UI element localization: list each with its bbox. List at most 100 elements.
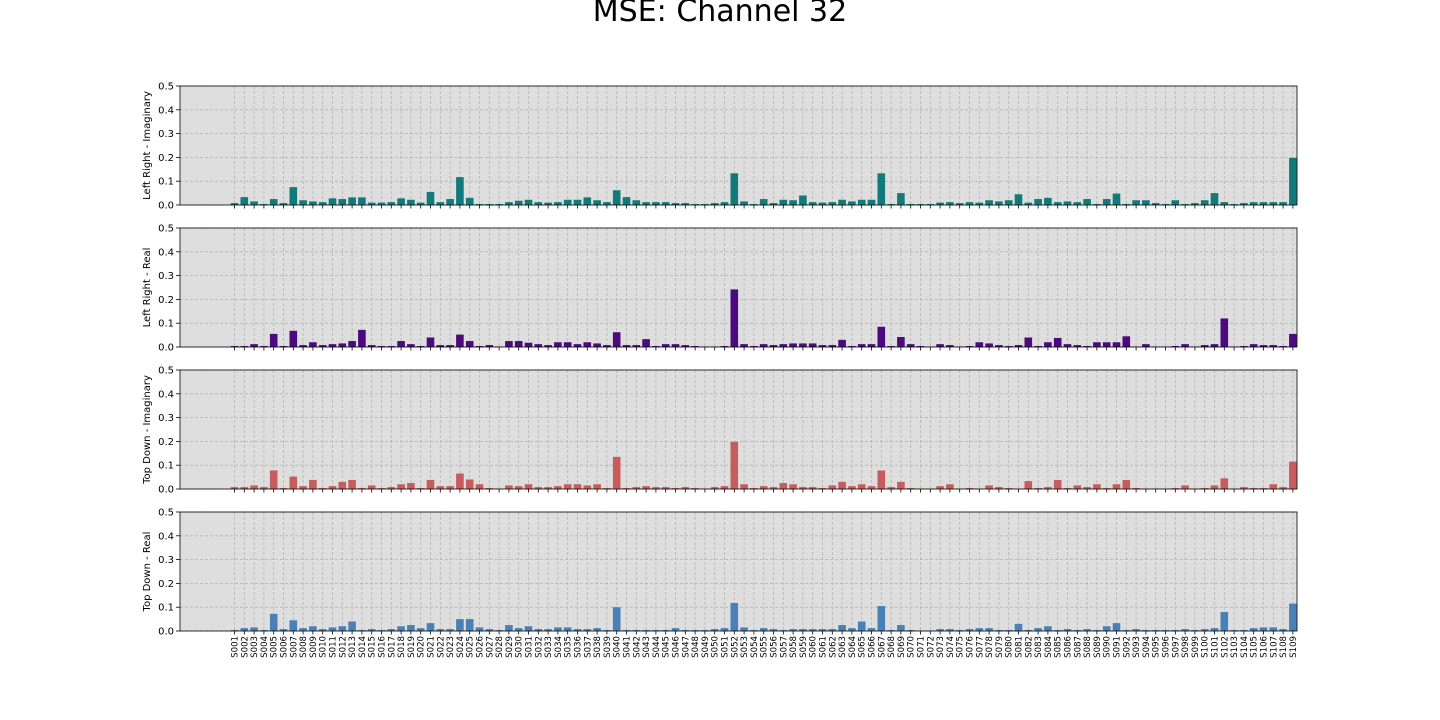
x-tick-label: S057 bbox=[779, 636, 789, 658]
bar bbox=[848, 486, 856, 489]
y-tick-label: 0.2 bbox=[158, 437, 174, 448]
bar bbox=[299, 486, 307, 489]
chart-title: MSE: Channel 32 bbox=[592, 0, 848, 29]
bar bbox=[593, 628, 601, 631]
bar bbox=[367, 485, 376, 489]
bar bbox=[240, 628, 249, 631]
x-tick-label: S104 bbox=[1240, 636, 1250, 658]
bar bbox=[1004, 488, 1013, 489]
bar bbox=[867, 199, 876, 205]
x-tick-label: S002 bbox=[240, 636, 250, 658]
x-tick-label: S055 bbox=[760, 636, 770, 658]
bar bbox=[1230, 204, 1238, 205]
bar bbox=[612, 607, 621, 631]
bar bbox=[1093, 484, 1101, 489]
bar bbox=[377, 202, 386, 205]
bar bbox=[289, 187, 298, 205]
bar bbox=[1014, 194, 1023, 205]
bar bbox=[514, 486, 523, 489]
bar bbox=[936, 629, 944, 631]
bar bbox=[397, 341, 405, 347]
bar bbox=[906, 344, 915, 347]
bar bbox=[1269, 202, 1278, 205]
x-tick-label: S092 bbox=[1122, 636, 1132, 658]
bar bbox=[965, 346, 974, 347]
bar bbox=[642, 486, 650, 489]
bar bbox=[475, 484, 484, 489]
bar bbox=[1122, 204, 1131, 205]
bar bbox=[897, 625, 905, 631]
bar bbox=[436, 629, 445, 631]
bar bbox=[1063, 344, 1072, 347]
x-tick-label: S106 bbox=[1260, 636, 1270, 658]
bar bbox=[554, 627, 562, 631]
bar bbox=[799, 629, 807, 631]
y-tick-label: 0.3 bbox=[158, 555, 174, 566]
panel-1: 0.0 0.1 0.2 0.3 0.4 0.5 Left Right - Imaginary bbox=[142, 82, 1298, 212]
bar bbox=[1279, 629, 1287, 631]
x-tick-label: S071 bbox=[917, 636, 927, 658]
bar bbox=[485, 345, 494, 347]
x-tick-label: S094 bbox=[1142, 636, 1152, 658]
bar bbox=[348, 479, 356, 489]
bar bbox=[632, 200, 641, 205]
x-tick-label: S099 bbox=[1191, 636, 1201, 658]
bar bbox=[710, 487, 719, 489]
bar bbox=[573, 199, 582, 205]
bar bbox=[328, 627, 337, 631]
bar bbox=[426, 479, 435, 489]
x-tick-label: S063 bbox=[838, 636, 848, 658]
bar bbox=[1181, 485, 1189, 489]
bar bbox=[955, 203, 964, 205]
bar bbox=[681, 345, 690, 347]
bar bbox=[671, 203, 680, 205]
bar bbox=[1063, 629, 1072, 631]
bar bbox=[269, 199, 278, 205]
bar bbox=[1210, 193, 1219, 205]
y-tick-label: 0.2 bbox=[158, 579, 174, 590]
y-tick-label: 0.2 bbox=[158, 153, 174, 164]
bar bbox=[1200, 200, 1209, 205]
x-tick-label: S015 bbox=[368, 636, 378, 658]
bar bbox=[603, 202, 611, 205]
bar bbox=[897, 193, 905, 205]
bar bbox=[603, 345, 611, 347]
bar bbox=[612, 190, 621, 205]
bar bbox=[524, 484, 533, 489]
bar bbox=[720, 202, 729, 205]
bar bbox=[1259, 488, 1268, 489]
bar bbox=[279, 203, 288, 205]
bar bbox=[1044, 197, 1052, 205]
bar bbox=[240, 346, 249, 347]
bar bbox=[652, 346, 660, 347]
bar bbox=[897, 481, 905, 489]
x-tick-label: S087 bbox=[1073, 636, 1083, 658]
bar bbox=[1259, 627, 1268, 631]
x-tick-label: S017 bbox=[387, 636, 397, 658]
bar bbox=[838, 481, 846, 489]
bar bbox=[906, 488, 915, 489]
x-tick-label: S036 bbox=[574, 636, 584, 658]
x-tick-label: S067 bbox=[877, 636, 887, 658]
bar bbox=[1063, 488, 1072, 489]
bar bbox=[544, 345, 552, 347]
x-tick-label: S083 bbox=[1034, 636, 1044, 658]
bar bbox=[348, 197, 356, 205]
bar bbox=[279, 629, 288, 631]
x-tick-label: S100 bbox=[1201, 636, 1211, 658]
bar bbox=[1181, 629, 1189, 631]
bar bbox=[926, 204, 935, 205]
bar bbox=[446, 199, 454, 205]
x-tick-label: S102 bbox=[1220, 636, 1230, 658]
x-tick-label: S068 bbox=[887, 636, 897, 658]
bar bbox=[867, 628, 876, 631]
x-tick-label: S091 bbox=[1113, 636, 1123, 658]
x-tick-label: S045 bbox=[662, 636, 672, 658]
x-tick-label: S028 bbox=[495, 636, 505, 658]
bar bbox=[985, 485, 993, 489]
y-tick-label: 0.2 bbox=[158, 295, 174, 306]
bar bbox=[808, 202, 817, 205]
bar bbox=[691, 630, 699, 631]
bar bbox=[838, 625, 846, 631]
bar bbox=[671, 488, 680, 489]
